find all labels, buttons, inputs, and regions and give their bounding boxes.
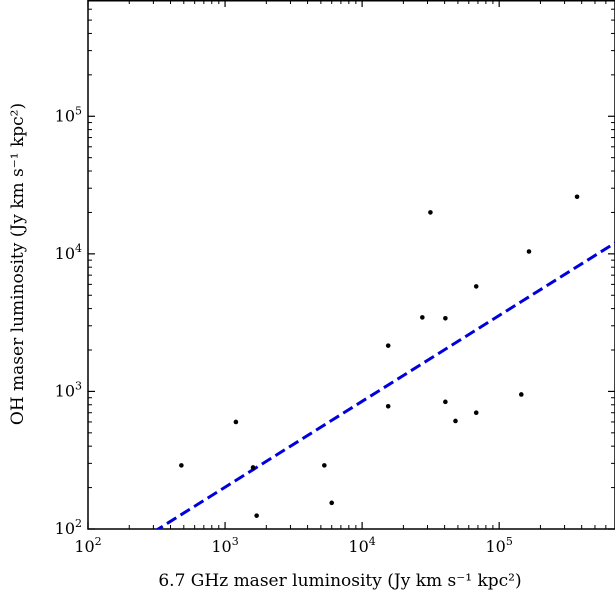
data-point [526, 249, 532, 254]
data-point [385, 403, 391, 409]
data-point [420, 315, 425, 320]
x-tick-label: 102 [74, 535, 101, 556]
data-point [254, 513, 259, 518]
plot-area [87, 0, 615, 530]
data-point [233, 419, 239, 425]
data-point [453, 418, 458, 424]
data-point [443, 399, 448, 405]
fit-line [155, 241, 615, 529]
data-point [518, 392, 524, 397]
plot-frame [87, 0, 615, 530]
data-point [322, 463, 327, 468]
x-tick-label: 104 [348, 535, 375, 556]
x-axis-label: 6.7 GHz maser luminosity (Jy km s⁻¹ kpc²… [158, 571, 521, 591]
data-point [250, 465, 256, 470]
y-axis-label: OH maser luminosity (Jy km s⁻¹ kpc²) [8, 103, 28, 425]
data-point [473, 410, 479, 416]
data-point [473, 284, 479, 289]
x-tick-label: 103 [211, 535, 238, 556]
data-point [385, 343, 391, 348]
y-tick-label: 104 [55, 242, 82, 263]
fit-line-group [155, 241, 615, 529]
data-point [574, 194, 580, 200]
y-tick-label: 102 [55, 517, 82, 538]
data-point [179, 463, 184, 468]
axis-ticks: 102 103 104 105 102 103 104 105 [55, 0, 615, 556]
data-point [443, 316, 448, 321]
data-point [329, 500, 335, 506]
data-point [428, 210, 433, 215]
y-tick-label: 103 [55, 379, 82, 400]
x-tick-label: 105 [485, 535, 512, 556]
y-tick-label: 105 [55, 104, 82, 125]
